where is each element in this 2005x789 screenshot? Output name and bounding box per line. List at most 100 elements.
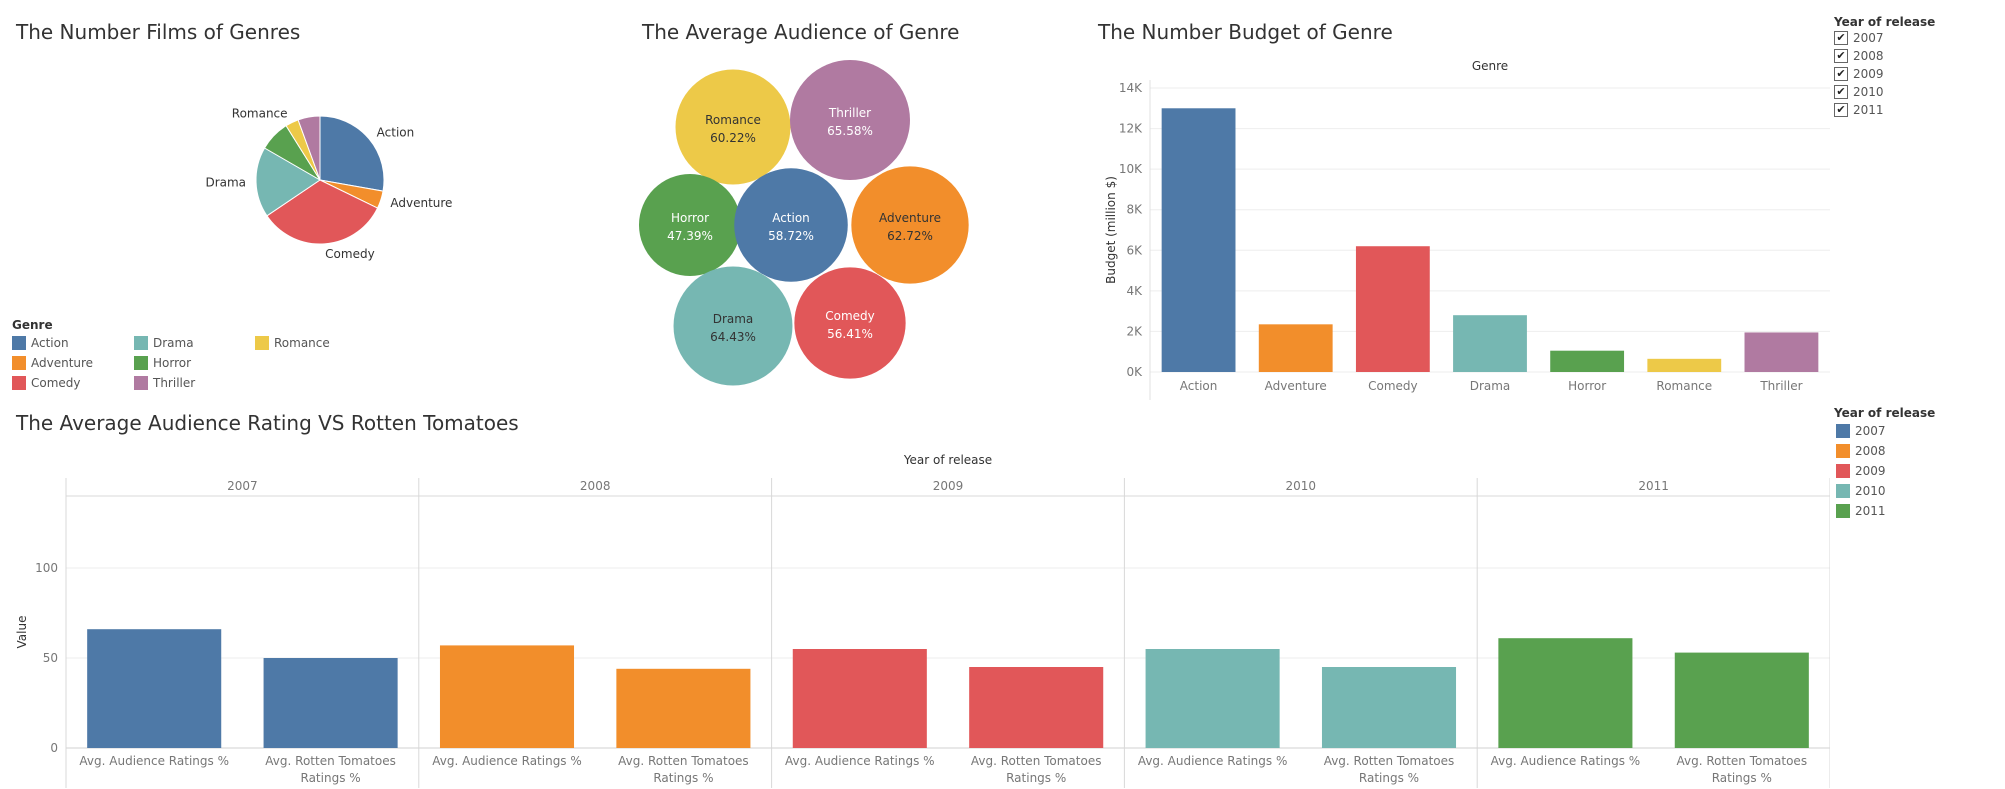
- x-tick-label: Avg. Audience Ratings %: [785, 754, 935, 768]
- year-legend-item-2008[interactable]: 2008: [1836, 444, 1886, 458]
- y-axis-title: Budget (million $): [1104, 176, 1118, 284]
- genre-legend-item-thriller[interactable]: Thriller: [134, 376, 195, 390]
- rating-bar-2008-rotten-tomatoes[interactable]: [616, 668, 751, 748]
- rating-bar-2008-audience[interactable]: [439, 645, 575, 748]
- budget-bar-romance[interactable]: [1647, 358, 1722, 372]
- checkbox-label: 2011: [1853, 103, 1884, 117]
- budget-bar-action[interactable]: [1161, 108, 1236, 373]
- year-legend-item-2011[interactable]: 2011: [1836, 504, 1886, 518]
- checkbox-label: 2009: [1853, 67, 1884, 81]
- checkbox[interactable]: ✔: [1834, 85, 1848, 99]
- year-legend-item-2009[interactable]: 2009: [1836, 464, 1886, 478]
- genre-legend-item-drama[interactable]: Drama: [134, 336, 194, 350]
- x-tick-label: Ratings %: [1006, 771, 1066, 785]
- pie-slice-thriller[interactable]: [297, 115, 321, 181]
- x-tick-label: Avg. Rotten Tomatoes: [971, 754, 1102, 768]
- pie-slice-drama[interactable]: [255, 147, 321, 217]
- year-legend-item-2010[interactable]: 2010: [1836, 484, 1886, 498]
- rating-bar-2011-audience[interactable]: [1498, 638, 1633, 748]
- rating-bar-2010-rotten-tomatoes[interactable]: [1321, 667, 1457, 748]
- x-tick-label: Comedy: [1368, 379, 1418, 393]
- checkbox[interactable]: ✔: [1834, 49, 1848, 63]
- legend-label: Thriller: [153, 376, 196, 390]
- x-tick-label: Avg. Audience Ratings %: [79, 754, 229, 768]
- bubble-label-action: Action: [772, 211, 810, 225]
- year-filter-item-2010[interactable]: ✔ 2010: [1834, 85, 1884, 99]
- rating-bar-2009-rotten-tomatoes[interactable]: [969, 667, 1104, 748]
- legend-swatch: [12, 356, 26, 370]
- x-tick-label: Avg. Audience Ratings %: [432, 754, 582, 768]
- y-tick-label: 100: [35, 561, 58, 575]
- year-filter-item-2008[interactable]: ✔ 2008: [1834, 49, 1884, 63]
- checkbox[interactable]: ✔: [1834, 31, 1848, 45]
- year-filter-title: Year of release: [1834, 15, 1936, 29]
- rating-bar-2009-audience[interactable]: [792, 649, 927, 748]
- legend-swatch: [1836, 464, 1850, 478]
- genre-legend-item-action[interactable]: Action: [12, 336, 69, 350]
- checkbox-label: 2010: [1853, 85, 1884, 99]
- legend-swatch: [1836, 444, 1850, 458]
- x-tick-label: Adventure: [1265, 379, 1327, 393]
- budget-bar-thriller[interactable]: [1744, 332, 1819, 372]
- bubble-romance[interactable]: [675, 69, 791, 185]
- legend-label: 2009: [1855, 464, 1886, 478]
- bubble-adventure[interactable]: [851, 166, 969, 284]
- pie-slice-action[interactable]: [319, 115, 385, 192]
- genre-legend-item-romance[interactable]: Romance: [255, 336, 330, 350]
- x-tick-label: Drama: [1470, 379, 1511, 393]
- bubble-label-thriller: Thriller: [828, 106, 871, 120]
- year-filter-item-2009[interactable]: ✔ 2009: [1834, 67, 1884, 81]
- x-tick-label: Action: [1180, 379, 1218, 393]
- pie-label-drama: Drama: [205, 176, 246, 190]
- y-tick-label: 50: [43, 651, 58, 665]
- x-tick-label: Ratings %: [1359, 771, 1419, 785]
- legend-label: Horror: [153, 356, 192, 370]
- budget-bar-comedy[interactable]: [1355, 246, 1430, 372]
- genre-legend-item-adventure[interactable]: Adventure: [12, 356, 93, 370]
- pie-slice-comedy[interactable]: [266, 179, 379, 245]
- year-legend-title: Year of release: [1834, 406, 1936, 420]
- x-tick-label: Ratings %: [653, 771, 713, 785]
- bubble-value-action: 58.72%: [768, 229, 814, 243]
- x-tick-label: Horror: [1568, 379, 1606, 393]
- checkbox[interactable]: ✔: [1834, 103, 1848, 117]
- budget-bar-horror[interactable]: [1550, 350, 1625, 372]
- rating-bar-2007-rotten-tomatoes[interactable]: [263, 658, 398, 748]
- bubble-thriller[interactable]: [790, 60, 910, 180]
- bubble-chart-title: The Average Audience of Genre: [642, 20, 960, 44]
- y-tick-label: 12K: [1119, 122, 1143, 136]
- bubble-comedy[interactable]: [794, 267, 906, 379]
- year-legend-item-2007[interactable]: 2007: [1836, 424, 1886, 438]
- bubble-action[interactable]: [734, 168, 848, 282]
- legend-label: Romance: [274, 336, 330, 350]
- bubble-value-horror: 47.39%: [667, 229, 713, 243]
- rating-bar-2010-audience[interactable]: [1145, 649, 1280, 748]
- bubble-label-adventure: Adventure: [879, 211, 941, 225]
- checkbox-label: 2007: [1853, 31, 1884, 45]
- legend-swatch: [1836, 424, 1850, 438]
- rating-bar-2011-rotten-tomatoes[interactable]: [1674, 652, 1809, 748]
- budget-bar-adventure[interactable]: [1258, 324, 1333, 372]
- genre-legend-item-comedy[interactable]: Comedy: [12, 376, 81, 390]
- legend-swatch: [255, 336, 269, 350]
- checkbox[interactable]: ✔: [1834, 67, 1848, 81]
- genre-legend-item-horror[interactable]: Horror: [134, 356, 191, 370]
- budget-bar-drama[interactable]: [1453, 315, 1527, 372]
- budget-chart-title: The Number Budget of Genre: [1098, 20, 1393, 44]
- legend-label: 2008: [1855, 444, 1886, 458]
- legend-label: Comedy: [31, 376, 81, 390]
- y-axis-title: Value: [15, 616, 29, 649]
- checkbox-label: 2008: [1853, 49, 1884, 63]
- legend-swatch: [12, 376, 26, 390]
- y-tick-label: 6K: [1126, 243, 1143, 257]
- bubble-drama[interactable]: [673, 266, 793, 386]
- rating-bar-2007-audience[interactable]: [87, 629, 222, 748]
- y-tick-label: 10K: [1119, 162, 1143, 176]
- year-legend: Year of release 2007 2008 2009 2010 2011: [1834, 406, 1994, 518]
- pie-chart-title: The Number Films of Genres: [16, 20, 301, 44]
- year-filter-item-2007[interactable]: ✔ 2007: [1834, 31, 1884, 45]
- budget-bar-chart: Genre 0K 2K 4K 6K 8K 10K 12K 14K Budget (million …: [1104, 59, 1830, 400]
- year-filter-item-2011[interactable]: ✔ 2011: [1834, 103, 1884, 117]
- x-tick-label: Avg. Audience Ratings %: [1138, 754, 1288, 768]
- bubble-horror[interactable]: [638, 173, 742, 277]
